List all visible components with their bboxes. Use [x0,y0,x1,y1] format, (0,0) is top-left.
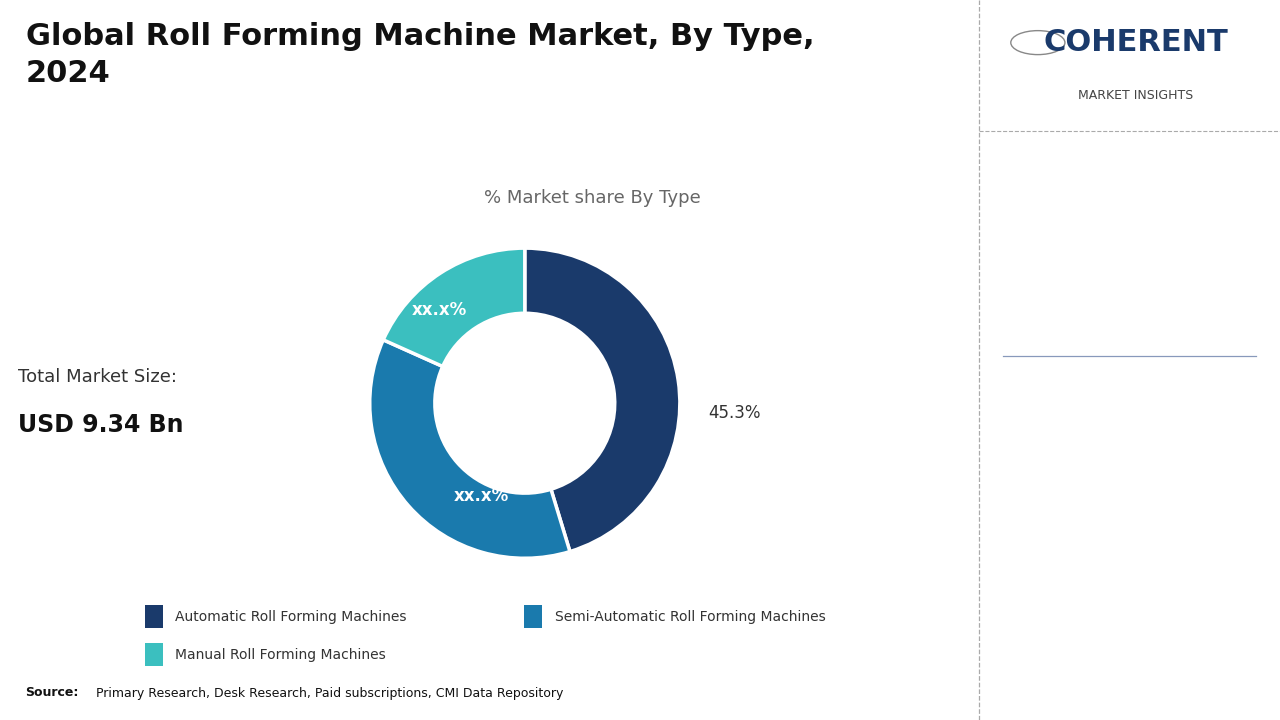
Text: Total Market Size:: Total Market Size: [18,367,178,386]
Text: % Market share By Type: % Market share By Type [484,189,700,207]
Text: Global Roll
Forming
Machine
Market: Global Roll Forming Machine Market [1010,382,1187,549]
Text: Global Roll Forming Machine Market, By Type,
2024: Global Roll Forming Machine Market, By T… [26,22,814,89]
Bar [145,605,163,629]
Wedge shape [525,248,680,552]
Text: xx.x%: xx.x% [412,301,467,319]
Text: Primary Research, Desk Research, Paid subscriptions, CMI Data Repository: Primary Research, Desk Research, Paid su… [92,686,563,700]
Wedge shape [370,340,570,558]
Text: Source:: Source: [26,686,79,700]
Text: Manual Roll Forming Machines: Manual Roll Forming Machines [175,647,385,662]
Text: MARKET INSIGHTS: MARKET INSIGHTS [1078,89,1193,102]
Text: Semi-Automatic Roll Forming Machines: Semi-Automatic Roll Forming Machines [554,610,826,624]
Text: 45.3%: 45.3% [708,403,760,421]
Text: USD 9.34 Bn: USD 9.34 Bn [18,413,184,436]
Bar [525,605,543,629]
Text: Automatic Roll Forming Machines: Automatic Roll Forming Machines [175,610,407,624]
Bar [145,643,163,667]
Wedge shape [383,248,525,366]
Text: 45.3%: 45.3% [1010,93,1174,138]
Text: Automatic Roll Forming
Machines: Automatic Roll Forming Machines [1010,194,1211,229]
Text: COHERENT: COHERENT [1043,28,1228,57]
Text: Type -
Estimated Market
Revenue Share, 2024: Type - Estimated Market Revenue Share, 2… [1010,277,1174,332]
Text: xx.x%: xx.x% [453,487,509,505]
